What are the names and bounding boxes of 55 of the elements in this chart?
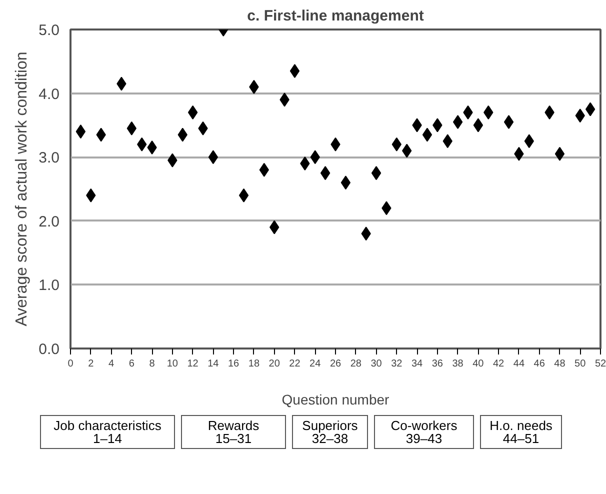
x-tick-label: 28	[350, 358, 362, 370]
point	[320, 166, 330, 180]
point	[422, 128, 432, 142]
point	[290, 64, 300, 78]
y-tick-label: 0.0	[38, 341, 60, 358]
point	[371, 166, 382, 180]
x-tick-label: 48	[554, 358, 566, 370]
x-tick-label: 34	[411, 358, 424, 370]
x-tick-label: 20	[268, 358, 280, 370]
x-tick-label: 30	[370, 358, 382, 370]
x-tick-label: 10	[166, 358, 178, 370]
y-tick-label: 1.0	[38, 277, 60, 294]
x-tick-label: 52	[594, 358, 606, 370]
x-tick-label: 22	[289, 358, 301, 370]
point	[208, 150, 218, 164]
x-tick-label: 44	[513, 358, 525, 370]
y-tick-label: 2.0	[38, 213, 60, 230]
x-tick-label: 6	[128, 358, 135, 370]
text: Superiors 32–38	[292, 415, 368, 449]
x-tick-label: 4	[108, 358, 114, 370]
text: Rewards 15–31	[181, 415, 286, 449]
y-tick-label: 4.0	[38, 86, 60, 103]
x-tick-label: 38	[452, 358, 464, 370]
x-axis-title: Question number	[282, 392, 390, 408]
point	[188, 105, 198, 120]
chart-title: c. First-line management	[247, 8, 424, 24]
x-tick-label: 18	[248, 358, 260, 370]
text: H.o. needs 44–51	[480, 415, 562, 449]
text: Co-workers 39–43	[374, 415, 474, 449]
x-tick-label: 46	[534, 358, 546, 370]
x-tick-label: 8	[149, 358, 156, 370]
x-tick-label: 2	[88, 358, 94, 370]
point	[473, 118, 484, 132]
point	[504, 115, 514, 130]
point	[554, 146, 565, 161]
x-tick-label: 16	[228, 358, 240, 370]
point	[452, 115, 463, 130]
point	[585, 102, 596, 116]
x-tick-label: 36	[432, 358, 444, 370]
text: Job characteristics 1–14	[40, 415, 175, 449]
point	[340, 176, 351, 190]
x-tick-label: 14	[208, 358, 220, 370]
x-tick-label: 0	[68, 358, 74, 370]
point	[238, 188, 249, 202]
x-tick-label: 32	[391, 358, 403, 370]
x-tick-label: 12	[187, 358, 199, 370]
x-tick-label: 40	[472, 358, 484, 370]
y-tick-label: 3.0	[38, 150, 60, 167]
x-tick-label: 42	[493, 358, 505, 370]
point	[76, 124, 86, 139]
y-tick-label: 5.0	[38, 22, 60, 39]
x-tick-label: 50	[574, 358, 586, 370]
x-tick-label: 24	[310, 358, 322, 370]
y-axis-title: Average score of actual work condition	[14, 52, 31, 326]
x-tick-label: 26	[330, 358, 342, 370]
